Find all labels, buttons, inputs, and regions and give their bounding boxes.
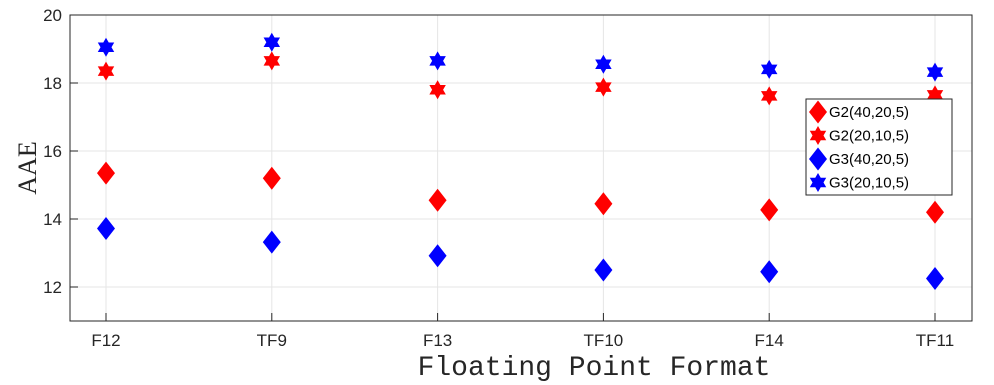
series-3 (97, 217, 944, 290)
legend-marker (809, 100, 827, 124)
x-axis-ticks: F12 TF9 F13 TF10 F14 TF11 (91, 313, 954, 350)
legend-label: G2(40,20,5) (829, 104, 909, 121)
data-point (595, 77, 612, 97)
data-point (760, 198, 779, 222)
data-point (97, 37, 115, 57)
data-point (263, 32, 281, 52)
legend-label: G3(20,10,5) (829, 175, 909, 192)
data-point (760, 86, 778, 106)
x-tick-label: F14 (755, 331, 784, 350)
y-axis-ticks: 12 14 16 18 20 (43, 6, 78, 297)
data-point (262, 230, 281, 254)
data-point (97, 217, 115, 241)
data-point (429, 80, 446, 100)
legend-label: G2(20,10,5) (829, 128, 909, 145)
data-point (595, 54, 612, 74)
data-point (263, 51, 281, 71)
legend-marker (809, 173, 827, 192)
legend-item: G3(40,20,5) (809, 147, 909, 171)
legend-item: G3(20,10,5) (809, 173, 909, 192)
y-tick-label: 16 (43, 142, 62, 161)
x-tick-label: F12 (91, 331, 120, 350)
series-4 (97, 32, 944, 82)
legend-item: G2(20,10,5) (809, 126, 909, 145)
y-tick-label: 12 (43, 278, 62, 297)
data-point (926, 62, 944, 82)
series-2 (97, 51, 944, 106)
legend-marker (809, 147, 827, 171)
data-point (594, 258, 613, 282)
y-axis-label: AAE (13, 141, 42, 194)
legend-item: G2(40,20,5) (809, 100, 909, 124)
series-1 (97, 161, 944, 224)
data-point (97, 61, 115, 81)
data-point (262, 166, 281, 190)
data-point (429, 51, 446, 71)
plot-area-frame (69, 14, 973, 322)
x-tick-label: TF11 (916, 331, 954, 350)
x-tick-label: F13 (423, 331, 452, 350)
data-markers (97, 32, 944, 290)
legend-box (805, 98, 953, 196)
x-tick-label: TF10 (584, 331, 624, 350)
y-tick-label: 14 (43, 210, 62, 229)
data-point (594, 192, 613, 216)
data-point (926, 200, 944, 224)
x-tick-label: TF9 (257, 331, 287, 350)
y-tick-label: 18 (43, 74, 62, 93)
y-tick-label: 20 (43, 6, 62, 25)
x-axis-label: Floating Point Format (418, 353, 771, 384)
legend-label: G3(40,20,5) (829, 151, 909, 168)
data-point (760, 59, 778, 79)
data-point (428, 244, 447, 268)
data-point (428, 188, 447, 212)
data-point (97, 161, 115, 185)
legend-marker (809, 126, 827, 145)
data-point (760, 260, 779, 284)
legend: G2(40,20,5) G2(20,10,5) G3(40,20,5) G3(20,1… (805, 98, 953, 196)
data-point (926, 267, 944, 290)
